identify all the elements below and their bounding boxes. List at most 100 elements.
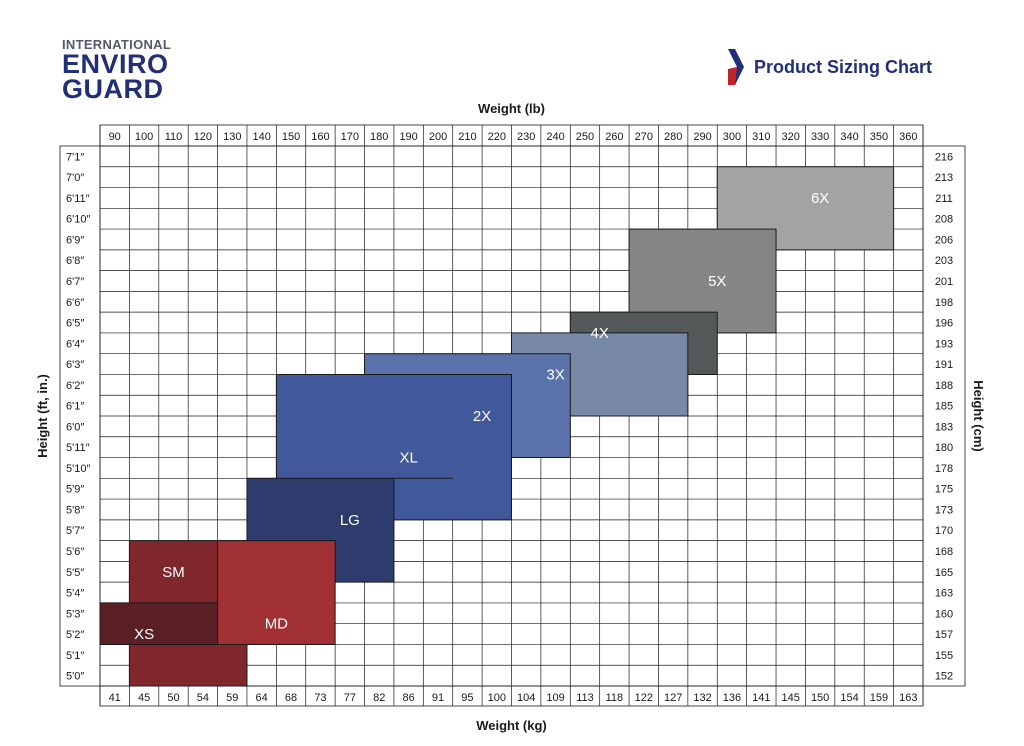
tick-label-cm: 163: [935, 588, 953, 600]
tick-label-cm: 216: [935, 151, 953, 163]
tick-label-ft: 6'4″: [66, 338, 84, 350]
tick-label-kg: 163: [899, 692, 917, 704]
tick-label-ft: 6'10″: [66, 214, 90, 226]
tick-label-ft: 6'7″: [66, 276, 84, 288]
tick-label-kg: 50: [167, 692, 179, 704]
tick-label-ft: 5'11″: [66, 442, 90, 454]
tick-label-ft: 6'3″: [66, 359, 84, 371]
tick-label-lb: 360: [899, 131, 917, 143]
tick-label-kg: 159: [870, 692, 888, 704]
tick-label-cm: 191: [935, 359, 953, 371]
tick-label-lb: 340: [840, 131, 858, 143]
tick-label-cm: 165: [935, 567, 953, 579]
tick-label-lb: 180: [370, 131, 388, 143]
tick-label-kg: 127: [664, 692, 682, 704]
brand-line3: GUARD: [62, 74, 164, 104]
tick-label-cm: 196: [935, 318, 953, 330]
tick-label-ft: 6'6″: [66, 297, 84, 309]
tick-label-ft: 5'4″: [66, 588, 84, 600]
size-label-lg: LG: [340, 512, 360, 529]
tick-label-ft: 6'1″: [66, 401, 84, 413]
tick-label-lb: 250: [576, 131, 594, 143]
tick-label-kg: 91: [432, 692, 444, 704]
tick-label-kg: 109: [546, 692, 564, 704]
tick-label-lb: 270: [635, 131, 653, 143]
tick-label-ft: 5'1″: [66, 650, 84, 662]
tick-label-lb: 280: [664, 131, 682, 143]
tick-label-kg: 45: [138, 692, 150, 704]
tick-label-lb: 290: [693, 131, 711, 143]
tick-label-kg: 95: [461, 692, 473, 704]
tick-label-cm: 173: [935, 504, 953, 516]
tick-label-lb: 110: [165, 131, 183, 143]
tick-label-kg: 136: [723, 692, 741, 704]
tick-label-kg: 68: [285, 692, 297, 704]
tick-label-cm: 168: [935, 546, 953, 558]
tick-label-ft: 5'8″: [66, 504, 84, 516]
tick-label-lb: 120: [194, 131, 212, 143]
tick-label-ft: 6'9″: [66, 234, 84, 246]
tick-label-kg: 64: [256, 692, 268, 704]
tick-label-lb: 350: [870, 131, 888, 143]
size-region-5x: [628, 228, 777, 334]
cm-label-column: [922, 145, 966, 687]
tick-label-kg: 113: [576, 692, 594, 704]
tick-label-lb: 240: [546, 131, 564, 143]
tick-label-ft: 5'3″: [66, 608, 84, 620]
tick-label-lb: 210: [458, 131, 476, 143]
size-label-4x: 4X: [590, 325, 608, 342]
page-header: Product Sizing Chart: [728, 47, 932, 87]
tick-label-ft: 5'6″: [66, 546, 84, 558]
tick-label-cm: 201: [935, 276, 953, 288]
tick-label-ft: 5'10″: [66, 463, 90, 475]
tick-label-lb: 140: [252, 131, 270, 143]
tick-label-kg: 59: [226, 692, 238, 704]
tick-label-cm: 188: [935, 380, 953, 392]
axis-title-lb: Weight (lb): [478, 101, 545, 116]
tick-label-kg: 82: [373, 692, 385, 704]
tick-label-cm: 183: [935, 421, 953, 433]
tick-label-cm: 175: [935, 484, 953, 496]
tick-label-kg: 145: [782, 692, 800, 704]
tick-label-ft: 7'1″: [66, 151, 84, 163]
tick-label-ft: 7'0″: [66, 172, 84, 184]
tick-label-lb: 220: [488, 131, 506, 143]
tick-label-kg: 54: [197, 692, 209, 704]
tick-label-cm: 152: [935, 671, 953, 683]
ft-label-column: [59, 145, 101, 687]
tick-label-lb: 200: [429, 131, 447, 143]
tick-label-cm: 213: [935, 172, 953, 184]
tick-label-kg: 77: [344, 692, 356, 704]
tick-label-kg: 86: [403, 692, 415, 704]
tick-label-cm: 206: [935, 234, 953, 246]
tick-label-cm: 198: [935, 297, 953, 309]
axis-title-cm: Height (cm): [971, 380, 986, 452]
tick-label-lb: 130: [223, 131, 241, 143]
brand-logo: INTERNATIONAL ENVIRO GUARD: [62, 37, 172, 104]
tick-label-ft: 5'7″: [66, 525, 84, 537]
tick-label-kg: 41: [109, 692, 121, 704]
size-label-md: MD: [265, 616, 288, 633]
tick-label-lb: 190: [399, 131, 417, 143]
tick-label-kg: 104: [517, 692, 535, 704]
brand-line1: INTERNATIONAL: [62, 37, 172, 52]
tick-label-kg: 118: [606, 692, 624, 704]
tick-label-kg: 132: [693, 692, 711, 704]
tick-label-cm: 185: [935, 401, 953, 413]
tick-label-cm: 180: [935, 442, 953, 454]
tick-label-kg: 150: [811, 692, 829, 704]
tick-label-cm: 160: [935, 608, 953, 620]
tick-label-kg: 73: [314, 692, 326, 704]
tick-label-ft: 6'0″: [66, 421, 84, 433]
page-title: Product Sizing Chart: [754, 56, 933, 77]
size-label-xl: XL: [399, 450, 417, 467]
axis-title-ft: Height (ft, in.): [35, 374, 50, 458]
tick-label-ft: 6'5″: [66, 318, 84, 330]
tick-label-lb: 230: [517, 131, 535, 143]
axis-title-kg: Weight (kg): [476, 718, 547, 733]
tick-label-cm: 211: [935, 193, 953, 205]
tick-label-lb: 90: [109, 131, 121, 143]
tick-label-lb: 300: [723, 131, 741, 143]
tick-label-cm: 203: [935, 255, 953, 267]
